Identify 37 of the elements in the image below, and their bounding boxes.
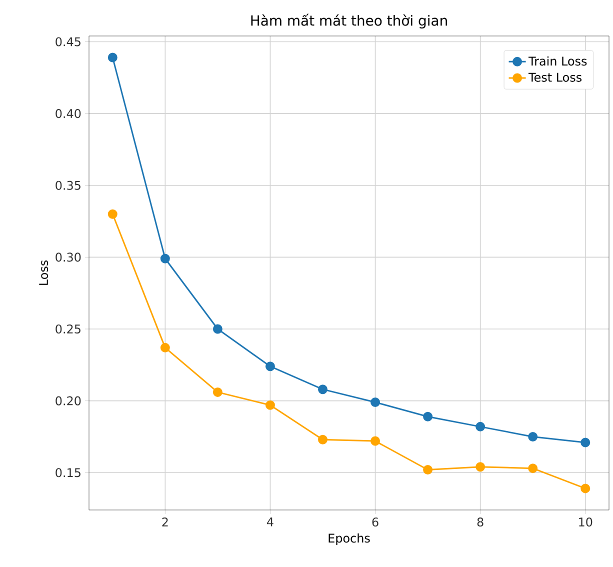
point bbox=[476, 462, 486, 472]
y-tick-label: 0.30 bbox=[56, 252, 81, 262]
y-tick-label: 0.40 bbox=[56, 109, 81, 118]
point bbox=[212, 324, 222, 334]
point bbox=[580, 484, 590, 494]
point bbox=[212, 387, 222, 397]
point bbox=[370, 436, 380, 446]
point bbox=[265, 400, 275, 410]
y-axis-title: Loss bbox=[39, 260, 48, 285]
x-tick-label: 8 bbox=[477, 518, 484, 527]
point bbox=[476, 422, 486, 432]
legend-label: Train Loss bbox=[528, 56, 587, 66]
point bbox=[318, 434, 328, 444]
x-tick-label: 10 bbox=[579, 518, 592, 527]
point bbox=[265, 362, 275, 372]
point bbox=[423, 465, 433, 475]
x-tick-label: 6 bbox=[372, 518, 378, 527]
point bbox=[528, 432, 538, 442]
y-tick-label: 0.25 bbox=[56, 324, 80, 334]
point bbox=[108, 52, 118, 62]
point bbox=[528, 464, 538, 474]
x-tick-label: 2 bbox=[162, 518, 168, 526]
point bbox=[160, 342, 170, 352]
point bbox=[160, 254, 170, 264]
x-tick-label: 4 bbox=[266, 518, 274, 526]
y-tick-label: 0.45 bbox=[56, 37, 80, 46]
y-tick-label: 0.15 bbox=[56, 468, 80, 478]
x-axis-title: Epochs bbox=[328, 533, 370, 545]
point bbox=[108, 209, 118, 219]
point bbox=[423, 412, 433, 422]
point bbox=[318, 384, 328, 394]
legend-label: Test Loss bbox=[528, 72, 582, 82]
y-tick-label: 0.20 bbox=[56, 396, 81, 406]
point bbox=[580, 438, 590, 448]
chart-title: Hàm mất mát theo thời gian bbox=[251, 14, 447, 28]
y-tick-label: 0.35 bbox=[56, 180, 80, 190]
point bbox=[370, 398, 380, 408]
